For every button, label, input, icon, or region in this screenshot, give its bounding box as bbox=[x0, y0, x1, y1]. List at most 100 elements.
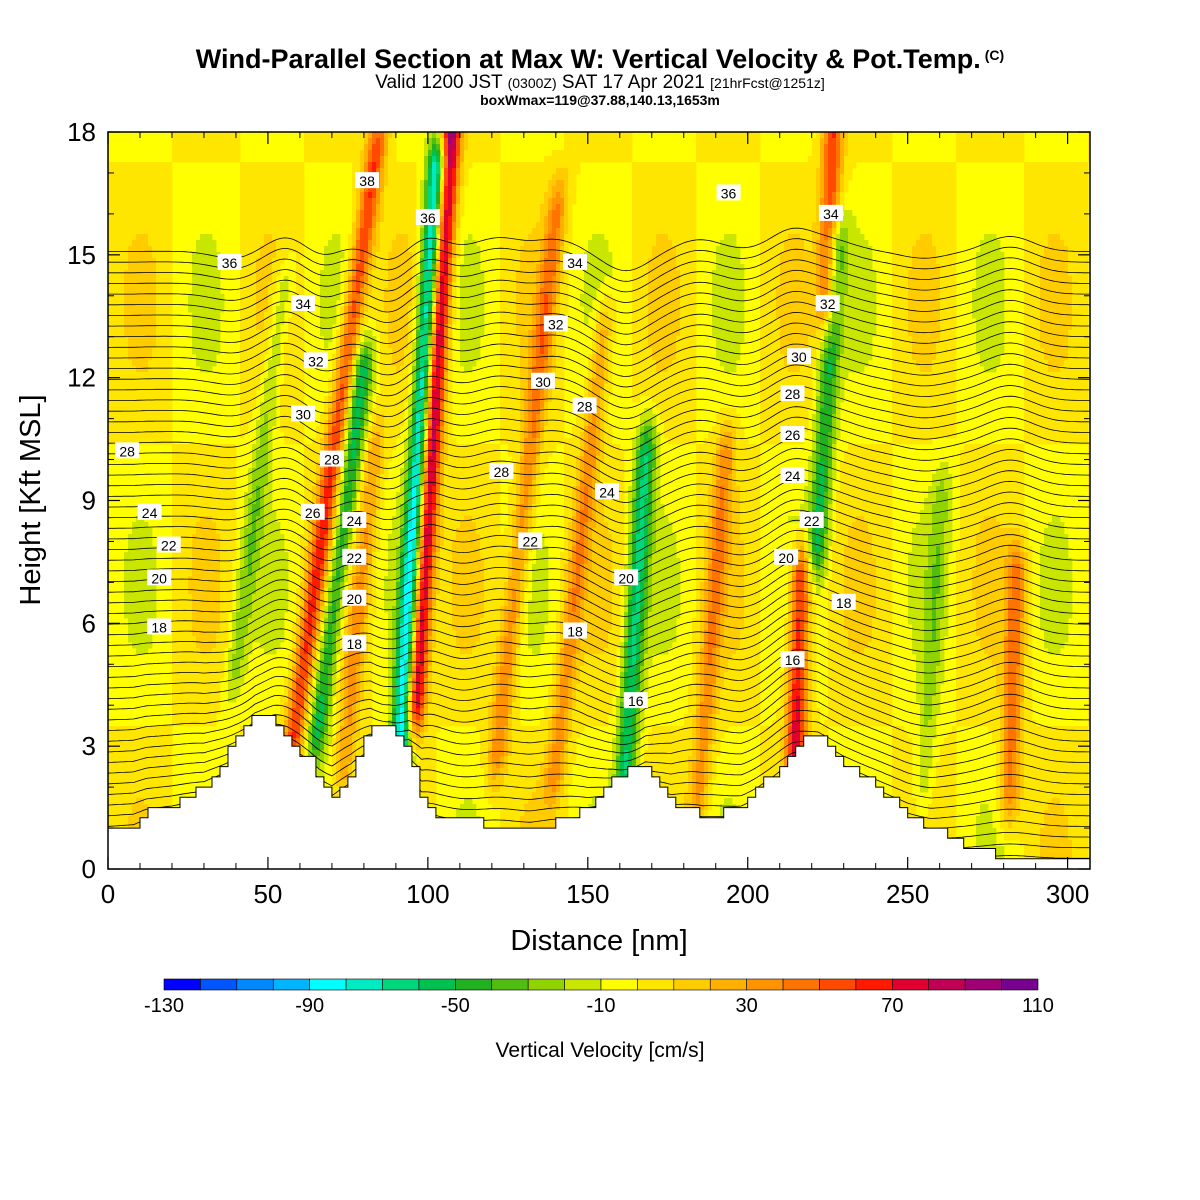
w-cell bbox=[332, 360, 337, 367]
w-cell bbox=[168, 264, 173, 271]
w-cell bbox=[204, 642, 209, 649]
w-cell bbox=[348, 672, 353, 679]
w-cell bbox=[332, 606, 337, 613]
w-cell bbox=[356, 186, 361, 193]
w-cell bbox=[116, 342, 121, 349]
w-cell bbox=[200, 594, 205, 601]
w-cell bbox=[152, 558, 157, 565]
w-cell bbox=[296, 402, 301, 409]
w-cell bbox=[136, 804, 141, 811]
w-cell bbox=[140, 390, 145, 397]
w-cell bbox=[268, 468, 273, 475]
w-cell bbox=[296, 672, 301, 679]
w-cell bbox=[156, 780, 161, 787]
w-cell bbox=[348, 282, 353, 289]
w-cell bbox=[176, 684, 181, 691]
w-cell bbox=[212, 654, 217, 661]
w-cell bbox=[264, 474, 269, 481]
w-cell bbox=[288, 192, 293, 199]
w-cell bbox=[108, 306, 113, 313]
w-cell bbox=[152, 360, 157, 367]
w-cell bbox=[112, 372, 117, 379]
w-cell bbox=[224, 456, 229, 463]
w-cell bbox=[136, 558, 141, 565]
w-cell bbox=[112, 774, 117, 781]
w-cell bbox=[328, 324, 333, 331]
w-cell bbox=[244, 270, 249, 277]
w-cell bbox=[344, 132, 349, 139]
w-cell bbox=[328, 672, 333, 679]
w-cell bbox=[212, 684, 217, 691]
w-cell bbox=[332, 390, 337, 397]
w-cell bbox=[240, 558, 245, 565]
w-cell bbox=[116, 822, 121, 829]
w-cell bbox=[348, 318, 353, 325]
w-cell bbox=[228, 498, 233, 505]
w-cell bbox=[248, 306, 253, 313]
valid-time: Valid 1200 JST bbox=[375, 72, 502, 93]
w-cell bbox=[244, 558, 249, 565]
w-cell bbox=[284, 720, 289, 727]
w-cell bbox=[216, 660, 221, 667]
w-cell bbox=[328, 504, 333, 511]
w-cell bbox=[260, 324, 265, 331]
w-cell bbox=[124, 258, 129, 265]
w-cell bbox=[308, 450, 313, 457]
w-cell bbox=[340, 768, 345, 775]
w-cell bbox=[276, 330, 281, 337]
w-cell bbox=[320, 138, 325, 145]
w-cell bbox=[264, 246, 269, 253]
w-cell bbox=[152, 594, 157, 601]
w-cell bbox=[128, 582, 133, 589]
w-cell bbox=[112, 768, 117, 775]
w-cell bbox=[144, 234, 149, 241]
w-cell bbox=[352, 768, 357, 775]
w-cell bbox=[340, 528, 345, 535]
w-cell bbox=[212, 570, 217, 577]
w-cell bbox=[328, 624, 333, 631]
w-cell bbox=[140, 780, 145, 787]
w-cell bbox=[348, 144, 353, 151]
w-cell bbox=[144, 174, 149, 181]
w-cell bbox=[212, 312, 217, 319]
w-cell bbox=[260, 636, 265, 643]
w-cell bbox=[200, 444, 205, 451]
w-cell bbox=[324, 300, 329, 307]
w-cell bbox=[232, 150, 237, 157]
w-cell bbox=[284, 588, 289, 595]
w-cell bbox=[112, 792, 117, 799]
w-cell bbox=[120, 324, 125, 331]
w-cell bbox=[320, 648, 325, 655]
w-cell bbox=[220, 660, 225, 667]
w-cell bbox=[124, 216, 129, 223]
w-cell bbox=[296, 360, 301, 367]
w-cell bbox=[344, 504, 349, 511]
w-cell bbox=[320, 612, 325, 619]
w-cell bbox=[136, 246, 141, 253]
w-cell bbox=[200, 306, 205, 313]
w-cell bbox=[180, 624, 185, 631]
w-cell bbox=[168, 360, 173, 367]
w-cell bbox=[280, 240, 285, 247]
w-cell bbox=[260, 192, 265, 199]
w-cell bbox=[220, 642, 225, 649]
w-cell bbox=[292, 198, 297, 205]
w-cell bbox=[332, 234, 337, 241]
w-cell bbox=[184, 558, 189, 565]
w-cell bbox=[284, 204, 289, 211]
w-cell bbox=[308, 744, 313, 751]
w-cell bbox=[136, 294, 141, 301]
w-cell bbox=[280, 192, 285, 199]
w-cell bbox=[268, 252, 273, 259]
w-cell bbox=[136, 594, 141, 601]
w-cell bbox=[348, 480, 353, 487]
w-cell bbox=[248, 288, 253, 295]
w-cell bbox=[128, 276, 133, 283]
w-cell bbox=[168, 726, 173, 733]
w-cell bbox=[200, 252, 205, 259]
w-cell bbox=[264, 408, 269, 415]
w-cell bbox=[260, 612, 265, 619]
w-cell bbox=[124, 738, 129, 745]
w-cell bbox=[172, 642, 177, 649]
w-cell bbox=[148, 366, 153, 373]
